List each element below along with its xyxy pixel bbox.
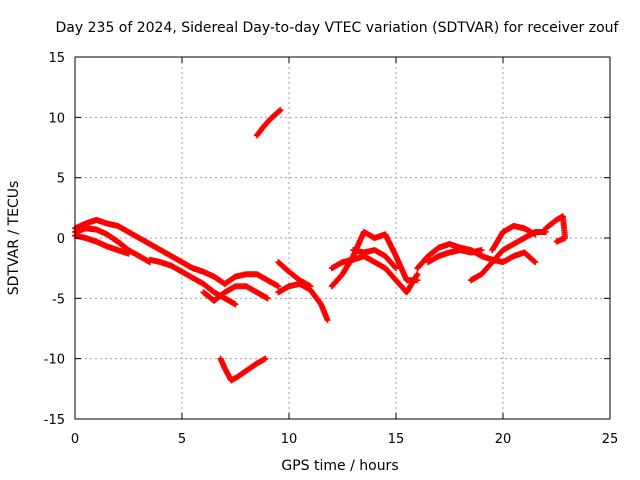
y-tick-label: -10	[44, 353, 65, 368]
data-point	[264, 295, 271, 302]
data-point	[553, 238, 560, 245]
data-point	[307, 283, 314, 290]
data-point	[324, 317, 331, 324]
series-track-7	[217, 355, 269, 384]
series-track-9	[275, 259, 314, 290]
y-tick-label: -5	[52, 292, 65, 307]
data-point	[392, 264, 399, 271]
series-track-17	[542, 213, 569, 245]
series-track-16	[489, 222, 539, 254]
data-point	[275, 283, 282, 290]
data-point	[532, 259, 539, 266]
y-tick-label: 15	[48, 51, 65, 66]
data-point	[277, 107, 284, 114]
data-point	[262, 355, 269, 362]
grid	[75, 57, 610, 419]
series-track-5	[200, 283, 271, 304]
axis-ticks: 0 5 10 15 20 25 -15 -10 -5 0 5 10 15	[44, 51, 619, 447]
y-tick-label: 0	[57, 232, 65, 247]
x-tick-label: 10	[281, 432, 298, 447]
data-point	[125, 250, 132, 257]
y-axis-label: SDTVAR / TECUs	[6, 181, 22, 296]
x-tick-label: 15	[388, 432, 405, 447]
data-point	[531, 258, 538, 265]
chart-title: Day 235 of 2024, Sidereal Day-to-day VTE…	[56, 20, 620, 36]
series-track-1	[72, 216, 282, 290]
data-point	[414, 271, 421, 278]
series-track-14	[425, 247, 485, 266]
data-point	[478, 247, 485, 254]
data-point	[393, 265, 399, 272]
series-track-8	[275, 280, 331, 324]
series-track-6	[253, 107, 284, 139]
data-point	[532, 231, 539, 238]
series-track-11	[328, 253, 421, 296]
x-tick-label: 20	[495, 432, 512, 447]
x-tick-label: 0	[71, 432, 79, 447]
series-track-2	[72, 225, 153, 266]
y-tick-label: 5	[57, 172, 65, 187]
x-tick-label: 5	[178, 432, 186, 447]
x-axis-label: GPS time / hours	[281, 458, 398, 474]
x-tick-label: 25	[602, 432, 619, 447]
y-tick-label: 10	[48, 111, 65, 126]
y-tick-label: -15	[44, 413, 65, 428]
series-track-13	[414, 241, 539, 272]
series-track-4	[146, 256, 239, 308]
data-points	[72, 107, 569, 384]
data-point	[232, 301, 239, 308]
series-track-12	[350, 247, 399, 272]
